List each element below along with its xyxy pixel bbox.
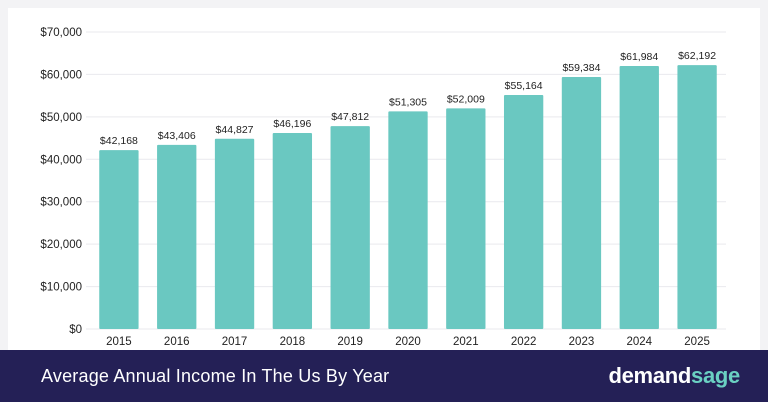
y-tick-label: $40,000 [40, 154, 82, 166]
data-label: $47,812 [331, 111, 369, 123]
data-label: $52,009 [447, 93, 485, 105]
x-tick-label: 2016 [164, 336, 190, 348]
x-tick-label: 2015 [106, 336, 132, 348]
bar [272, 132, 313, 329]
data-label: $44,827 [216, 124, 254, 136]
y-tick-label: $20,000 [40, 239, 82, 251]
brand-logo-part2: sage [691, 363, 740, 388]
data-label: $59,384 [562, 62, 600, 74]
y-tick-label: $60,000 [40, 69, 82, 81]
chart-card: $0 $10,000 $20,000 $30,000 $40,000 $50,000 $60… [8, 8, 760, 350]
bar [446, 108, 486, 329]
bar [157, 144, 197, 329]
bar [677, 65, 717, 329]
data-label: $51,305 [389, 96, 427, 108]
data-label: $62,192 [678, 50, 716, 62]
x-tick-label: 2020 [395, 336, 421, 348]
chart-title: Average Annual Income In The Us By Year [41, 365, 390, 386]
bar [330, 126, 370, 330]
y-tick-label: $10,000 [40, 282, 82, 294]
brand-logo: demandsage [608, 363, 740, 389]
y-tick-label: $30,000 [40, 197, 82, 209]
x-tick-label: 2025 [684, 336, 710, 348]
data-label: $55,164 [505, 80, 543, 92]
bar [214, 138, 255, 329]
x-tick-label: 2021 [453, 336, 479, 348]
data-label: $43,406 [158, 130, 196, 142]
x-tick-label: 2019 [337, 336, 363, 348]
bar-chart: $0 $10,000 $20,000 $30,000 $40,000 $50,000 $60… [40, 27, 726, 348]
bar [619, 66, 659, 329]
brand-logo-part1: demand [608, 363, 692, 388]
y-tick-label: $70,000 [40, 27, 82, 39]
x-tick-label: 2017 [222, 336, 248, 348]
y-tick-label: $0 [69, 324, 82, 336]
footer-banner: Average Annual Income In The Us By Year … [0, 350, 768, 402]
bar [503, 94, 544, 330]
y-tick-label: $50,000 [40, 112, 82, 124]
bar [561, 77, 602, 329]
data-label: $46,196 [273, 118, 311, 130]
data-label: $42,168 [100, 135, 138, 147]
data-label: $61,984 [620, 51, 658, 63]
bar [388, 111, 428, 329]
x-tick-label: 2018 [280, 336, 306, 348]
x-tick-label: 2024 [626, 336, 652, 348]
bar [99, 150, 139, 329]
x-tick-label: 2023 [569, 336, 595, 348]
x-tick-label: 2022 [511, 336, 537, 348]
